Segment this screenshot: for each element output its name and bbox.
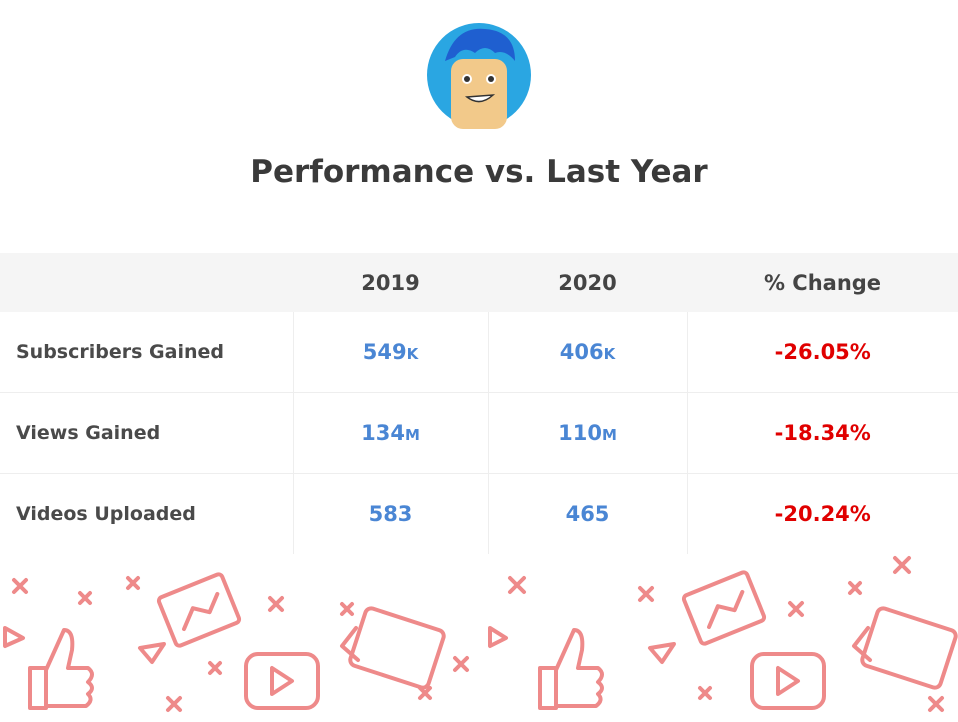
value-cell: 110M xyxy=(487,392,687,474)
pattern xyxy=(3,556,958,712)
value-cell: 583 xyxy=(292,473,488,554)
value-cell: 406K xyxy=(487,312,687,393)
row-label: Views Gained xyxy=(0,392,293,474)
stats-table: 2019 2020 % Change Subscribers Gained 549… xyxy=(0,253,958,554)
header-row: 2019 2020 % Change xyxy=(0,253,958,312)
value-number: 134 xyxy=(361,421,405,445)
value-number: 406 xyxy=(559,340,604,364)
row-label: Subscribers Gained xyxy=(0,312,293,393)
page-title: Performance vs. Last Year xyxy=(250,154,708,190)
value-number: 583 xyxy=(368,502,413,526)
value-number: 549 xyxy=(362,340,407,364)
avatar xyxy=(427,23,531,129)
value-number: 110 xyxy=(558,421,602,445)
change-cell: -18.34% xyxy=(686,392,958,474)
value-unit: M xyxy=(404,426,420,444)
corner-cell xyxy=(0,253,293,312)
value-cell: 549K xyxy=(292,312,488,393)
value-unit: K xyxy=(603,345,616,363)
change-cell: -26.05% xyxy=(686,312,958,393)
column-header: 2020 xyxy=(488,253,687,312)
column-header: % Change xyxy=(687,253,958,312)
decoration xyxy=(3,556,958,712)
table-row: Views Gained 134M 110M -18.34% xyxy=(0,392,958,474)
change-cell: -20.24% xyxy=(686,473,958,554)
value-number: 465 xyxy=(565,502,610,526)
table-row: Subscribers Gained 549K 406K -26.05% xyxy=(0,312,958,393)
value-unit: K xyxy=(406,345,419,363)
value-cell: 134M xyxy=(292,392,488,474)
column-header: 2019 xyxy=(293,253,488,312)
table-row: Videos Uploaded 583 465 -20.24% xyxy=(0,473,958,554)
value-unit: M xyxy=(601,426,617,444)
value-cell: 465 xyxy=(487,473,687,554)
row-label: Videos Uploaded xyxy=(16,503,196,525)
